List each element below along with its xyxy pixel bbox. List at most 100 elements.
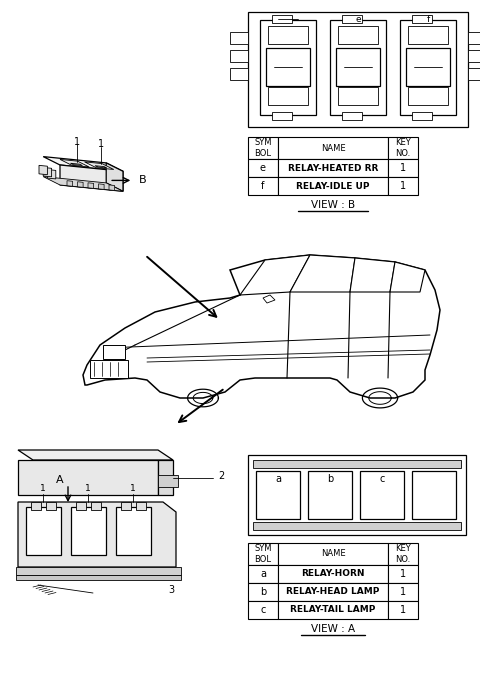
Bar: [278, 159, 388, 177]
Bar: [103, 345, 125, 359]
Polygon shape: [67, 181, 72, 186]
Polygon shape: [43, 168, 52, 177]
Text: c: c: [260, 605, 266, 615]
Bar: [278, 137, 388, 159]
Polygon shape: [84, 162, 114, 170]
Bar: [388, 583, 418, 601]
Polygon shape: [60, 165, 123, 191]
Text: a: a: [275, 474, 281, 484]
Bar: [408, 26, 448, 44]
Bar: [16, 575, 181, 580]
Bar: [388, 137, 418, 159]
Polygon shape: [43, 157, 123, 171]
Bar: [248, 12, 468, 127]
Text: b: b: [327, 474, 333, 484]
Bar: [248, 601, 278, 619]
Text: 3: 3: [168, 585, 174, 595]
Bar: [121, 502, 131, 510]
Bar: [388, 601, 418, 619]
Text: 1: 1: [130, 484, 136, 493]
Bar: [412, 112, 432, 120]
Bar: [406, 48, 450, 86]
Bar: [71, 507, 106, 555]
Bar: [412, 471, 456, 519]
Bar: [342, 112, 362, 120]
Text: RELAY-TAIL LAMP: RELAY-TAIL LAMP: [290, 605, 376, 614]
Text: RELAY-HEATED RR: RELAY-HEATED RR: [288, 164, 378, 172]
Polygon shape: [71, 164, 83, 166]
Bar: [230, 68, 248, 80]
Bar: [468, 50, 480, 62]
Bar: [360, 471, 404, 519]
Bar: [230, 50, 248, 62]
Polygon shape: [18, 450, 173, 460]
Bar: [248, 565, 278, 583]
Bar: [278, 177, 388, 195]
Text: SYM
BOL: SYM BOL: [254, 544, 272, 564]
Text: 1: 1: [85, 484, 91, 493]
Bar: [388, 159, 418, 177]
Text: e: e: [260, 163, 266, 173]
Text: f: f: [261, 181, 264, 191]
Bar: [31, 502, 41, 510]
Bar: [76, 502, 86, 510]
Bar: [230, 32, 248, 44]
Polygon shape: [240, 255, 310, 295]
Polygon shape: [290, 255, 355, 292]
Text: SYM
BOL: SYM BOL: [254, 138, 272, 158]
Text: 1: 1: [400, 163, 406, 173]
Text: 1: 1: [98, 139, 104, 149]
Bar: [408, 87, 448, 105]
Bar: [278, 565, 388, 583]
Bar: [336, 48, 380, 86]
Text: NAME: NAME: [321, 144, 345, 153]
Polygon shape: [350, 258, 395, 292]
Bar: [158, 475, 178, 487]
Text: NAME: NAME: [321, 550, 345, 559]
Bar: [338, 87, 378, 105]
Polygon shape: [39, 166, 48, 174]
Polygon shape: [88, 183, 94, 188]
Text: f: f: [426, 14, 430, 23]
Bar: [266, 48, 310, 86]
Text: VIEW : A: VIEW : A: [311, 624, 355, 634]
Polygon shape: [390, 262, 425, 292]
Bar: [256, 471, 300, 519]
Bar: [260, 20, 316, 115]
Polygon shape: [106, 163, 123, 191]
Bar: [338, 26, 378, 44]
Bar: [268, 26, 308, 44]
Text: 1: 1: [400, 181, 406, 191]
Text: RELAY-HEAD LAMP: RELAY-HEAD LAMP: [286, 587, 380, 596]
Bar: [342, 15, 362, 23]
Bar: [90, 360, 128, 378]
Bar: [268, 87, 308, 105]
Bar: [116, 507, 151, 555]
Bar: [278, 543, 388, 565]
Bar: [248, 455, 466, 535]
Bar: [272, 15, 292, 23]
Polygon shape: [48, 170, 56, 179]
Bar: [248, 543, 278, 565]
Text: KEY
NO.: KEY NO.: [395, 544, 411, 564]
Bar: [388, 565, 418, 583]
Bar: [308, 471, 352, 519]
Text: B: B: [139, 175, 147, 185]
Bar: [468, 32, 480, 44]
Text: b: b: [260, 587, 266, 597]
Bar: [253, 522, 461, 530]
Polygon shape: [109, 185, 115, 190]
Text: KEY
NO.: KEY NO.: [395, 138, 411, 158]
Text: e: e: [355, 14, 361, 23]
Text: a: a: [260, 569, 266, 579]
Polygon shape: [83, 255, 440, 398]
Polygon shape: [98, 184, 104, 190]
Text: VIEW : B: VIEW : B: [311, 200, 355, 210]
Polygon shape: [77, 182, 83, 188]
Polygon shape: [95, 166, 107, 168]
Text: 2: 2: [218, 471, 224, 481]
Polygon shape: [60, 159, 89, 167]
Bar: [253, 460, 461, 468]
Bar: [278, 583, 388, 601]
Bar: [400, 20, 456, 115]
